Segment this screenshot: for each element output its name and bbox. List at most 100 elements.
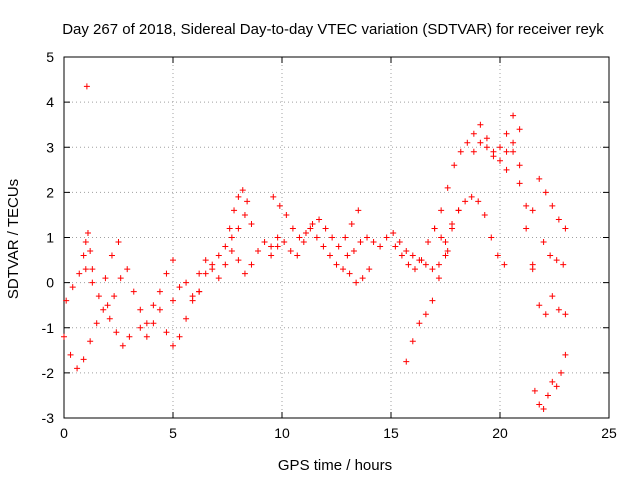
data-point bbox=[329, 234, 336, 241]
data-point bbox=[209, 266, 216, 273]
data-point bbox=[270, 193, 277, 200]
data-point bbox=[470, 148, 477, 155]
data-point bbox=[137, 306, 144, 313]
data-point bbox=[320, 243, 327, 250]
data-point bbox=[235, 257, 242, 264]
data-point bbox=[409, 252, 416, 259]
data-point bbox=[490, 153, 497, 160]
data-point bbox=[536, 401, 543, 408]
data-point bbox=[316, 216, 323, 223]
data-point bbox=[477, 121, 484, 128]
data-point bbox=[82, 266, 89, 273]
data-point bbox=[156, 288, 163, 295]
data-point bbox=[355, 207, 362, 214]
data-point bbox=[392, 243, 399, 250]
data-point bbox=[429, 266, 436, 273]
data-point bbox=[405, 261, 412, 268]
data-point bbox=[170, 297, 176, 304]
data-point bbox=[156, 306, 163, 313]
x-tick-label: 20 bbox=[492, 425, 508, 441]
data-point bbox=[163, 270, 170, 277]
data-point bbox=[248, 261, 255, 268]
data-point bbox=[558, 369, 565, 376]
data-point bbox=[261, 239, 268, 246]
y-tick-label: -3 bbox=[42, 410, 55, 426]
data-point bbox=[348, 220, 355, 227]
data-point bbox=[235, 193, 242, 200]
data-point bbox=[396, 239, 403, 246]
data-point bbox=[501, 261, 508, 268]
data-point bbox=[549, 378, 556, 385]
data-point bbox=[497, 144, 503, 151]
data-point bbox=[553, 383, 560, 390]
data-point bbox=[540, 405, 547, 412]
data-point bbox=[106, 315, 113, 322]
data-point bbox=[113, 329, 120, 336]
data-point bbox=[276, 202, 283, 209]
y-tick-label: 1 bbox=[46, 230, 54, 246]
data-point bbox=[333, 261, 340, 268]
data-point bbox=[170, 257, 176, 264]
data-point bbox=[503, 130, 510, 137]
data-point bbox=[409, 338, 416, 345]
x-tick-label: 25 bbox=[601, 425, 617, 441]
data-point bbox=[377, 243, 384, 250]
y-tick-label: -1 bbox=[42, 320, 55, 336]
data-point bbox=[61, 333, 67, 340]
data-point bbox=[510, 139, 517, 146]
data-point bbox=[516, 126, 523, 133]
data-point bbox=[435, 261, 442, 268]
data-point bbox=[364, 234, 371, 241]
data-point bbox=[274, 243, 281, 250]
data-point bbox=[326, 252, 333, 259]
data-point bbox=[503, 148, 510, 155]
data-point bbox=[163, 329, 170, 336]
data-point bbox=[429, 297, 436, 304]
data-point bbox=[268, 252, 275, 259]
x-tick-label: 15 bbox=[383, 425, 399, 441]
y-axis-label: SDTVAR / TECUs bbox=[5, 179, 22, 299]
data-point bbox=[281, 239, 288, 246]
data-point bbox=[80, 356, 87, 363]
data-point bbox=[442, 239, 449, 246]
data-point bbox=[335, 243, 342, 250]
data-point bbox=[449, 220, 456, 227]
data-point bbox=[322, 225, 329, 232]
data-point bbox=[309, 220, 316, 227]
x-tick-label: 0 bbox=[60, 425, 68, 441]
data-point bbox=[542, 189, 549, 196]
data-point bbox=[143, 333, 150, 340]
data-point bbox=[102, 275, 109, 282]
data-point bbox=[228, 248, 235, 255]
data-point bbox=[483, 144, 490, 151]
data-point bbox=[425, 239, 432, 246]
data-point bbox=[457, 148, 464, 155]
data-point bbox=[455, 207, 462, 214]
data-point bbox=[313, 234, 320, 241]
data-point bbox=[462, 198, 469, 205]
data-point bbox=[189, 293, 196, 300]
data-point bbox=[231, 207, 238, 214]
data-point bbox=[359, 275, 366, 282]
data-point bbox=[560, 261, 567, 268]
data-point bbox=[516, 180, 523, 187]
data-point bbox=[357, 239, 364, 246]
data-point bbox=[100, 306, 107, 313]
data-point bbox=[562, 351, 569, 358]
data-point bbox=[302, 229, 309, 236]
data-point bbox=[87, 248, 94, 255]
data-point bbox=[549, 293, 556, 300]
data-point bbox=[150, 302, 157, 309]
data-point bbox=[255, 248, 262, 255]
data-point bbox=[183, 279, 190, 286]
data-point bbox=[124, 266, 131, 273]
data-point bbox=[342, 234, 349, 241]
data-point bbox=[494, 252, 501, 259]
data-point bbox=[477, 139, 484, 146]
data-point bbox=[516, 162, 523, 169]
data-point bbox=[150, 320, 157, 327]
data-point bbox=[296, 234, 303, 241]
data-point bbox=[536, 175, 543, 182]
points bbox=[61, 83, 569, 412]
data-point bbox=[239, 187, 246, 194]
